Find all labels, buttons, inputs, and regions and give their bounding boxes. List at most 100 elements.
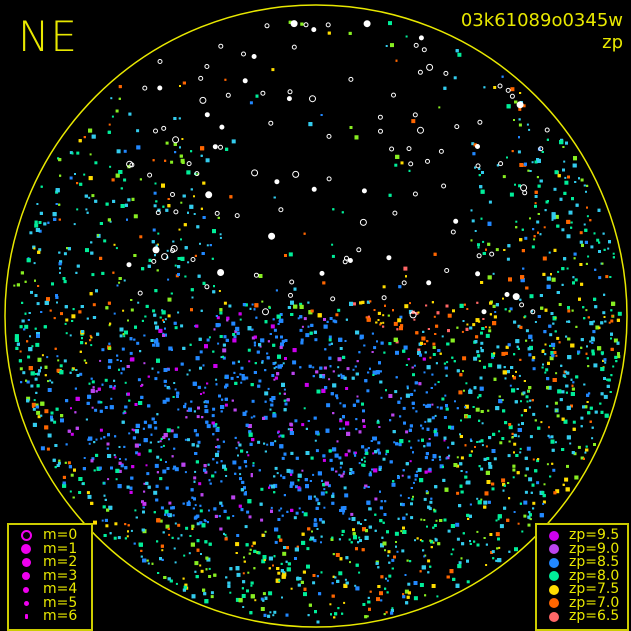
star-point	[86, 491, 90, 495]
star-point	[273, 555, 276, 558]
star-point	[550, 435, 554, 439]
star-point	[63, 280, 67, 284]
star-point	[47, 388, 52, 392]
star-point	[244, 303, 248, 307]
star-point	[490, 551, 494, 554]
star-point	[292, 360, 297, 365]
star-point	[224, 533, 227, 536]
star-point	[456, 491, 460, 495]
star-point	[522, 104, 526, 108]
star-point	[612, 252, 615, 255]
star-point	[421, 540, 424, 543]
star-point	[341, 534, 344, 536]
star-point	[388, 193, 392, 197]
star-point	[597, 208, 601, 212]
star-point	[174, 264, 177, 267]
star-point	[534, 190, 538, 194]
star-point	[551, 462, 554, 465]
star-point	[600, 410, 604, 414]
star-point	[274, 540, 278, 544]
star-point	[349, 468, 353, 472]
star-point	[257, 384, 261, 388]
star-point	[299, 328, 303, 332]
star-point	[328, 335, 332, 339]
star-point	[336, 397, 339, 400]
star-point	[187, 261, 190, 264]
star-point	[207, 463, 210, 466]
star-point	[592, 320, 595, 323]
star-point	[602, 359, 605, 362]
star-point	[433, 508, 436, 511]
star-point	[447, 529, 451, 533]
star-point	[291, 371, 295, 375]
star-point	[224, 78, 227, 81]
star-point	[483, 365, 486, 369]
star-point	[270, 403, 274, 407]
star-point	[408, 428, 412, 432]
star-point	[367, 371, 370, 374]
star-point	[380, 500, 383, 503]
star-point	[474, 166, 476, 169]
star-point	[343, 376, 347, 380]
star-point	[195, 356, 200, 361]
star-point	[350, 512, 354, 516]
star-point	[483, 537, 486, 539]
star-point	[377, 566, 380, 569]
star-point	[379, 323, 382, 326]
star-point	[357, 541, 360, 544]
star-point	[403, 266, 408, 271]
star-point	[328, 338, 332, 342]
star-point	[600, 321, 604, 325]
star-point	[200, 146, 205, 151]
star-point	[280, 507, 283, 510]
star-point	[591, 349, 595, 353]
star-point	[88, 442, 91, 445]
star-point	[556, 224, 560, 228]
star-point	[416, 537, 419, 540]
star-point	[565, 335, 568, 338]
star-point	[327, 31, 331, 35]
star-point	[427, 418, 432, 423]
star-point	[174, 561, 177, 564]
star-point	[571, 309, 574, 312]
star-point	[220, 356, 223, 359]
star-point	[248, 515, 252, 519]
star-point	[514, 547, 518, 552]
star-point	[385, 453, 388, 456]
star-point	[179, 154, 183, 158]
star-point	[76, 182, 79, 185]
star-point	[423, 497, 427, 501]
star-point	[28, 347, 33, 352]
star-point	[293, 516, 297, 520]
star-point	[366, 300, 370, 304]
star-point	[425, 490, 428, 493]
star-point	[498, 546, 501, 549]
star-point	[468, 453, 472, 457]
star-point	[364, 379, 368, 383]
star-point	[281, 434, 285, 438]
star-point	[208, 542, 212, 546]
star-point	[458, 504, 462, 508]
star-point	[309, 480, 312, 482]
star-point	[345, 318, 348, 321]
star-point	[250, 416, 253, 419]
star-point	[238, 312, 242, 316]
star-point	[190, 308, 193, 312]
star-point	[589, 406, 593, 410]
star-point	[328, 378, 331, 381]
star-point	[102, 505, 106, 509]
star-point	[349, 561, 351, 564]
star-point	[411, 119, 416, 124]
star-point	[219, 236, 222, 239]
star-point	[427, 571, 430, 574]
star-point	[549, 333, 553, 337]
star-point	[391, 482, 396, 487]
star-point	[260, 607, 265, 611]
star-point	[352, 532, 356, 536]
star-point	[36, 333, 40, 338]
star-point	[194, 515, 198, 519]
star-point	[303, 592, 307, 597]
star-point	[437, 542, 441, 546]
star-point	[156, 455, 160, 459]
star-point	[388, 394, 393, 398]
